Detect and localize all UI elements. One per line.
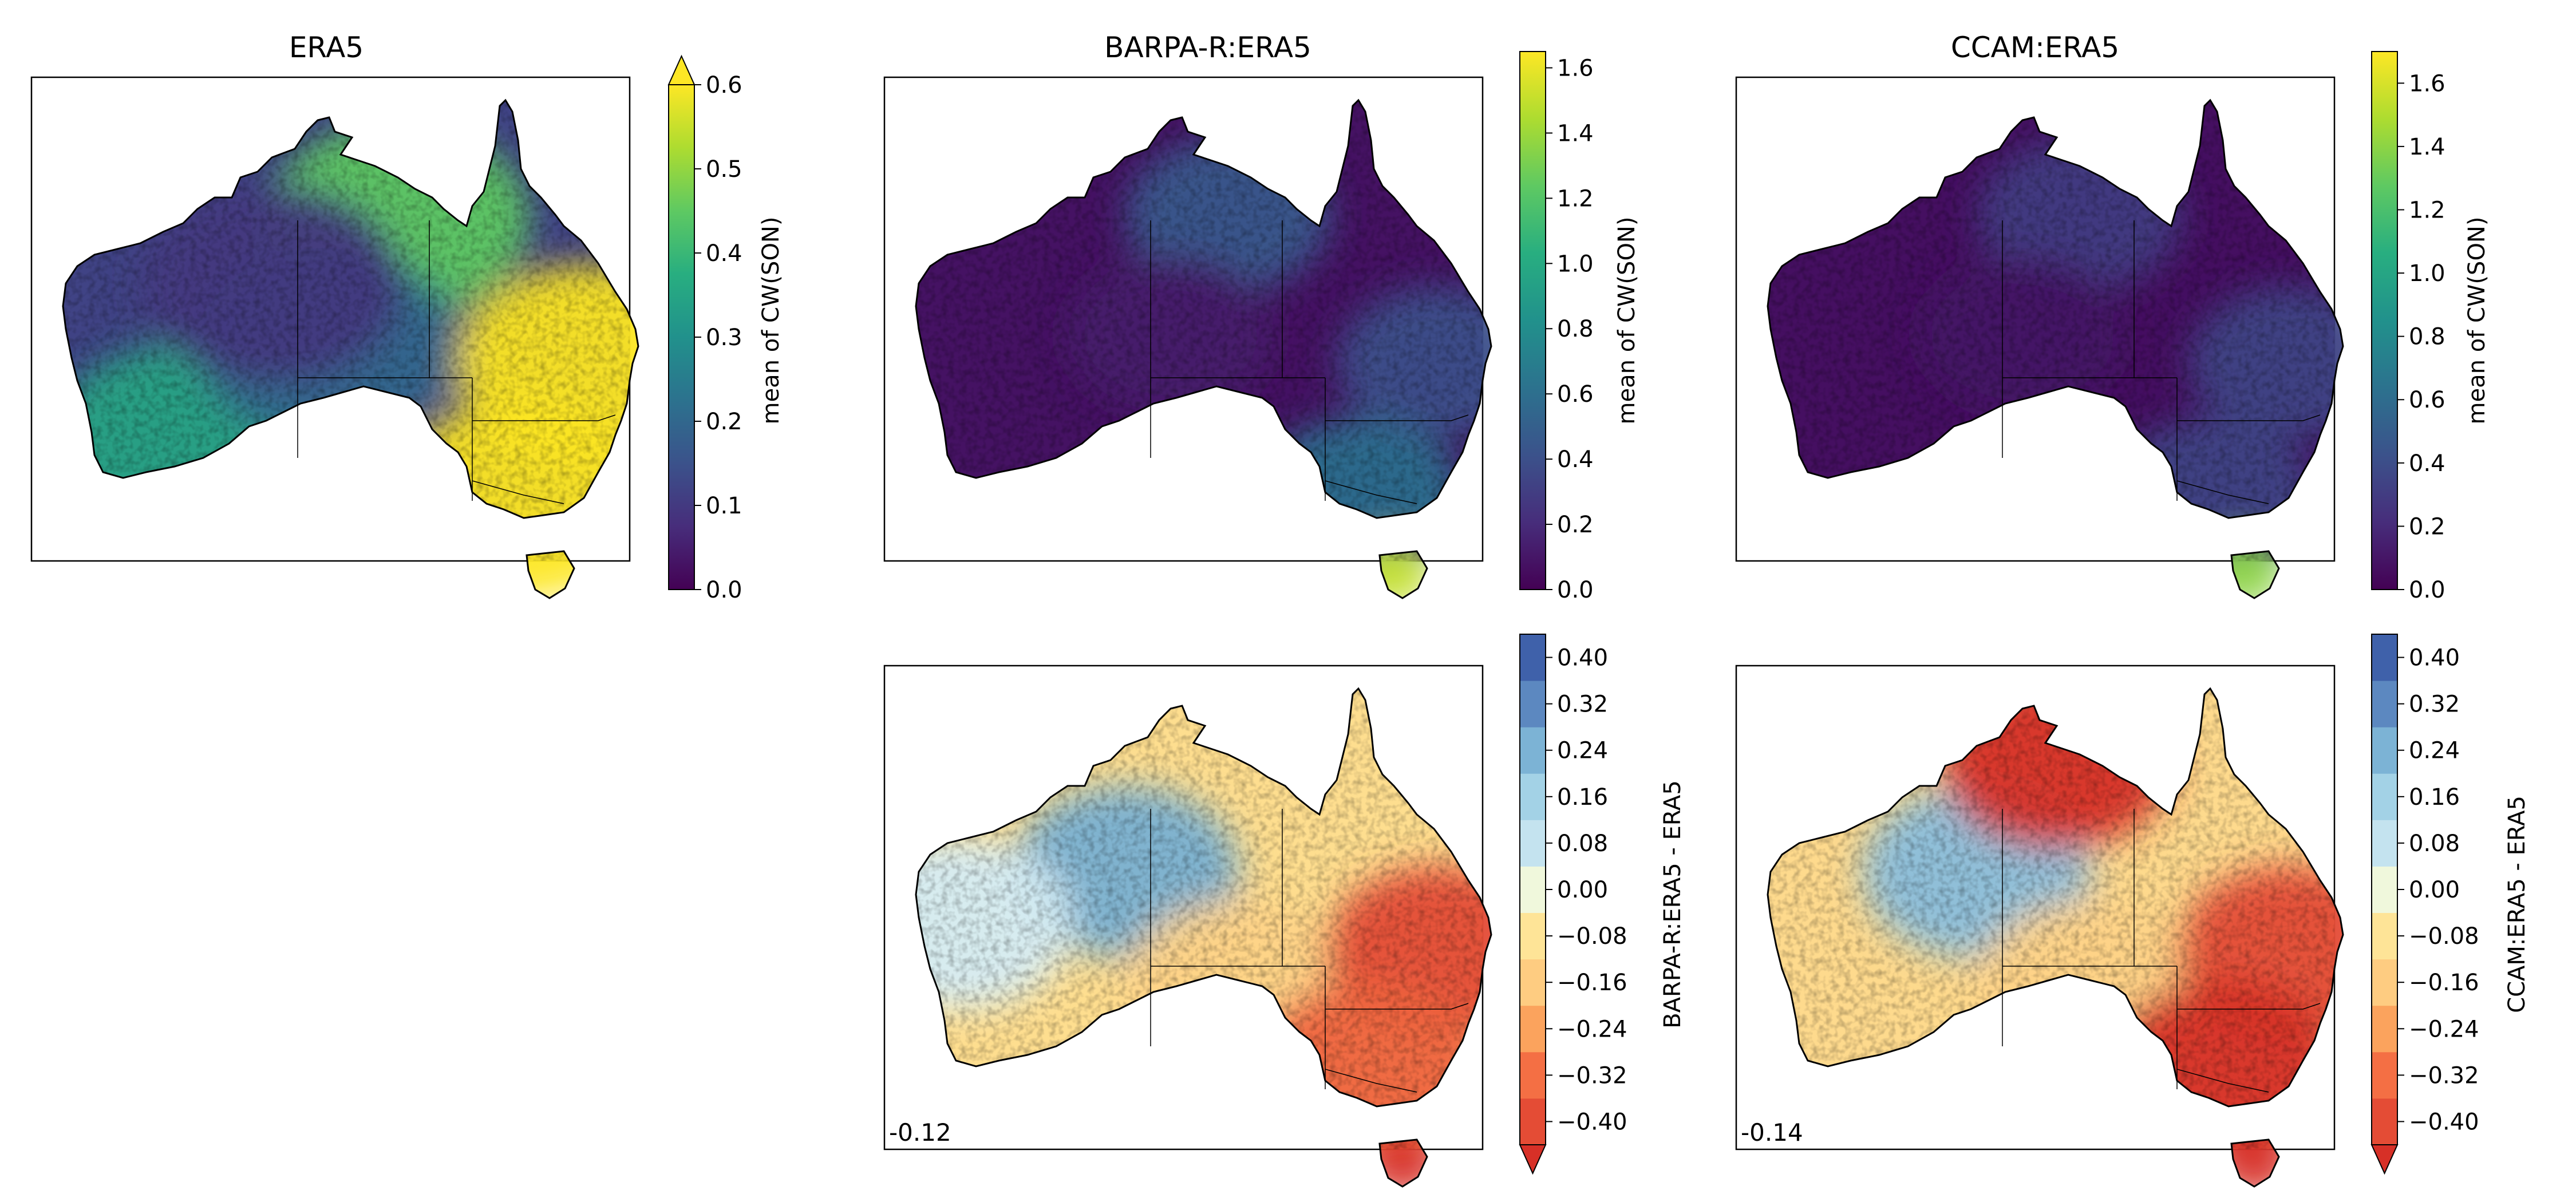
colorbar-tick-label: 1.6 [2409, 70, 2445, 97]
colorbar-band [2372, 1005, 2397, 1053]
colorbar-label: mean of CW(SON) [758, 217, 784, 425]
colorbar-tick-label: 0.08 [2409, 831, 2460, 857]
colorbar-band [2372, 866, 2397, 914]
colorbar: 0.0 0.2 0.4 0.6 0.8 1.0 1.2 1.4 1.6 [2371, 51, 2445, 603]
colorbar-tick-label: −0.32 [2409, 1062, 2479, 1089]
panel-title: BARPA-R:ERA5 [1104, 31, 1311, 64]
colorbar-tick-label: 1.4 [1557, 120, 1594, 147]
colorbar-tick-label: 0.5 [706, 156, 742, 183]
colorbar-label: BARPA-R:ERA5 - ERA5 [1660, 780, 1686, 1029]
colorbar-band [1520, 727, 1546, 774]
colorbar-tick-label: 0.6 [2409, 387, 2445, 413]
colorbar-tick-label: 1.0 [2409, 260, 2445, 287]
colorbar-band [2372, 727, 2397, 774]
colorbar-tick-label: 0.8 [2409, 324, 2445, 350]
colorbar-band [1520, 912, 1546, 960]
colorbar-tick-label: 0.4 [1557, 446, 1594, 473]
colorbar-tick-label: 0.00 [1557, 877, 1608, 903]
colorbar-tick-label: 0.4 [2409, 450, 2445, 477]
panel-title: CCAM:ERA5 [1951, 31, 2119, 64]
colorbar-tick-label: 0.1 [706, 493, 742, 519]
colorbar-tick-label: 0.16 [1557, 784, 1608, 810]
colorbar-tick-label: 0.40 [1557, 645, 1608, 671]
colorbar-band [1520, 634, 1546, 681]
colorbar-band [2372, 912, 2397, 960]
panel-ccam-era5: CCAM:ERA5 0.0 0.2 0.4 0.6 0.8 1.0 1.2 1.4 1.6 me… [1735, 31, 2490, 603]
colorbar-tick-label: −0.08 [2409, 923, 2479, 950]
panel-era5: ERA5 0.0 0.1 0.2 0.3 0.4 0.5 0.6 mean of CW(SO… [30, 31, 784, 603]
colorbar-tick-label: −0.08 [1557, 923, 1627, 950]
colorbar-tick-label: 0.8 [1557, 316, 1594, 342]
colorbar-band [2372, 681, 2397, 727]
colorbar-band [1520, 1098, 1546, 1145]
colorbar-label: CCAM:ERA5 - ERA5 [2504, 796, 2530, 1013]
colorbar-band [2372, 820, 2397, 867]
colorbar-tick-label: 1.2 [1557, 185, 1594, 212]
colorbar-tick-label: 0.08 [1557, 831, 1608, 857]
colorbar-label: mean of CW(SON) [1614, 217, 1640, 425]
colorbar-tick-label: 1.4 [2409, 134, 2445, 160]
colorbar-band [1520, 1051, 1546, 1099]
mean-annotation: -0.14 [1741, 1118, 1803, 1146]
colorbar-tick-label: 0.0 [1557, 577, 1594, 603]
colorbar-band [1520, 959, 1546, 1006]
colorbar: 0.40 0.32 0.24 0.16 0.08 0.00 −0.08 −0.16 −0.24 −… [1519, 634, 1627, 1175]
colorbar-tick-label: −0.24 [2409, 1016, 2479, 1042]
colorbar-tick-label: −0.16 [2409, 970, 2479, 996]
colorbar-label: mean of CW(SON) [2464, 217, 2490, 425]
panel-title: ERA5 [289, 31, 364, 64]
mean-annotation: -0.12 [889, 1118, 951, 1146]
colorbar-tick-label: 0.00 [2409, 877, 2460, 903]
colorbar-tick-label: 0.6 [706, 72, 742, 98]
colorbar-tick-label: 0.32 [2409, 691, 2460, 718]
colorbar-tick-label: 0.40 [2409, 645, 2460, 671]
colorbar-tick-label: 0.16 [2409, 784, 2460, 810]
colorbar-tick-label: −0.40 [1557, 1109, 1627, 1135]
colorbar-tick-label: 1.0 [1557, 251, 1594, 277]
colorbar-tick-label: 0.0 [2409, 577, 2445, 603]
colorbar-band [2372, 1098, 2397, 1145]
colorbar-tick-label: 0.0 [706, 577, 742, 603]
panel-ccam-era5-minus-era5: -0.14 0.40 0.32 0.24 0.16 0.08 0.00 −0.08 −0.16… [1735, 634, 2530, 1188]
colorbar-band [1520, 820, 1546, 867]
colorbar-band [2372, 634, 2397, 681]
colorbar-band [2372, 959, 2397, 1006]
colorbar-band [1520, 1005, 1546, 1053]
colorbar-tick-label: −0.16 [1557, 970, 1627, 996]
colorbar: 0.0 0.1 0.2 0.3 0.4 0.5 0.6 [667, 54, 742, 603]
colorbar-tick-label: 0.4 [706, 240, 742, 267]
colorbar-tick-label: −0.40 [2409, 1109, 2479, 1135]
colorbar-band [1520, 773, 1546, 820]
colorbar-tick-label: 0.3 [706, 325, 742, 351]
colorbar-tick-label: 0.24 [2409, 738, 2460, 764]
panel-barpa-r-era5: BARPA-R:ERA5 0.0 0.2 0.4 0.6 0.8 1.0 1.2 1.4 1.6… [883, 31, 1640, 603]
colorbar-tick-label: 0.2 [2409, 513, 2445, 540]
colorbar-tick-label: 1.6 [1557, 55, 1594, 81]
colorbar-tick-label: 0.6 [1557, 381, 1594, 408]
colorbar-tick-label: −0.24 [1557, 1016, 1627, 1042]
colorbar: 0.0 0.2 0.4 0.6 0.8 1.0 1.2 1.4 1.6 [1519, 51, 1594, 603]
colorbar-band [2372, 1051, 2397, 1099]
colorbar-band [1520, 866, 1546, 914]
colorbar-tick-label: 0.2 [1557, 512, 1594, 538]
colorbar-tick-label: 1.2 [2409, 197, 2445, 223]
colorbar: 0.40 0.32 0.24 0.16 0.08 0.00 −0.08 −0.16 −0.24 −… [2370, 634, 2479, 1175]
colorbar-tick-label: 0.2 [706, 409, 742, 435]
colorbar-band [2372, 773, 2397, 820]
colorbar-tick-label: −0.32 [1557, 1062, 1627, 1089]
colorbar-tick-label: 0.24 [1557, 738, 1608, 764]
colorbar-tick-label: 0.32 [1557, 691, 1608, 718]
panel-barpa-r-era5-minus-era5: -0.12 0.40 0.32 0.24 0.16 0.08 0.00 −0.08 −0.16… [883, 634, 1686, 1188]
colorbar-band [1520, 681, 1546, 727]
